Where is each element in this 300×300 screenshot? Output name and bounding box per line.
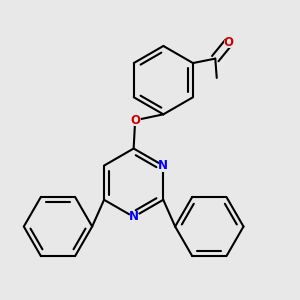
Text: O: O <box>224 36 234 49</box>
Text: N: N <box>158 159 168 172</box>
Text: O: O <box>130 114 140 127</box>
Text: N: N <box>129 210 139 224</box>
